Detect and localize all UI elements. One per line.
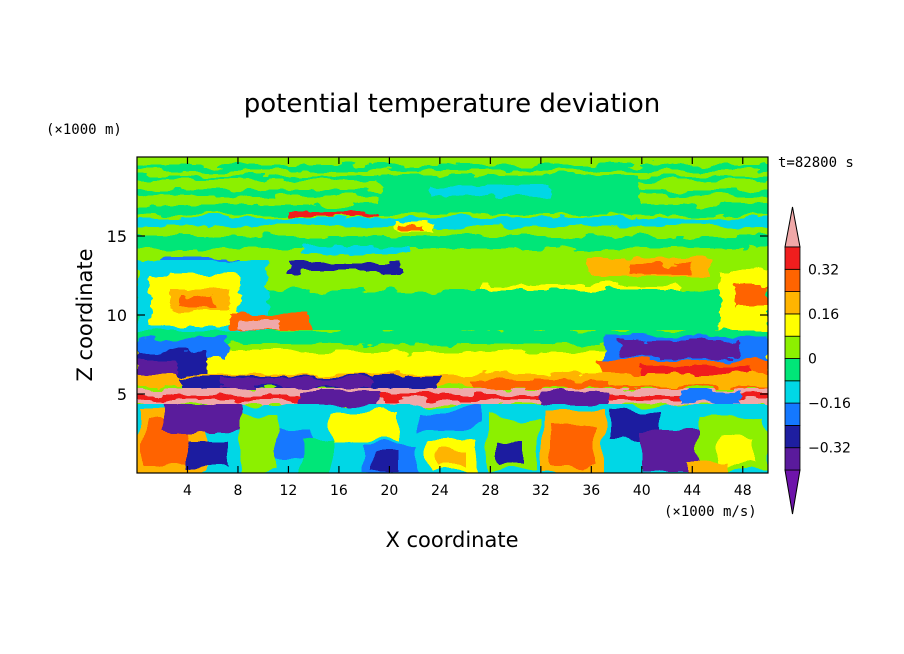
lower-eddies — [137, 404, 768, 473]
colorbar: 0.32 0.16 0 −0.16 −0.32 — [784, 206, 851, 515]
colorbar-label: 0.16 — [808, 307, 839, 323]
x-tick-label: 28 — [481, 483, 499, 499]
x-tick-label: 24 — [431, 483, 449, 499]
y-axis-label: Z coordinate — [73, 248, 97, 381]
x-tick-label: 40 — [633, 483, 651, 499]
y-tick-label: 10 — [107, 306, 127, 325]
y-unit-label: (×1000 m) — [46, 122, 122, 138]
colorbar-swatch — [784, 402, 801, 426]
y-tick-label: 15 — [107, 227, 127, 246]
x-tick-label: 4 — [183, 483, 192, 499]
colorbar-label: 0.32 — [808, 262, 839, 278]
x-axis-label: X coordinate — [385, 528, 518, 552]
x-unit-label: (×1000 m/s) — [664, 504, 757, 520]
colorbar-swatch — [784, 291, 801, 315]
colorbar-label: 0 — [808, 352, 817, 368]
time-label: t=82800 s — [778, 155, 854, 171]
x-tick-label: 36 — [582, 483, 600, 499]
colorbar-label: −0.32 — [808, 441, 851, 457]
colorbar-over-triangle — [784, 206, 801, 248]
contour-field — [137, 157, 768, 473]
colorbar-swatch — [784, 268, 801, 292]
colorbar-swatch — [784, 246, 801, 270]
mid-layers — [137, 260, 768, 390]
colorbar-swatch — [784, 447, 801, 471]
colorbar-swatch — [784, 313, 801, 337]
y-axis: 5 10 15 — [107, 227, 768, 404]
colorbar-label: −0.16 — [808, 396, 851, 412]
x-tick-label: 20 — [380, 483, 398, 499]
x-tick-label: 8 — [233, 483, 242, 499]
colorbar-under-triangle — [784, 469, 801, 515]
x-axis: 4 8 12 16 20 24 28 32 36 40 44 48 — [183, 157, 752, 499]
x-tick-label: 16 — [330, 483, 348, 499]
chart-title: potential temperature deviation — [244, 89, 660, 119]
colorbar-swatch — [784, 335, 801, 359]
x-tick-label: 48 — [734, 483, 752, 499]
colorbar-swatch — [784, 380, 801, 404]
colorbar-swatch — [784, 424, 801, 449]
x-tick-label: 44 — [683, 483, 701, 499]
colorbar-swatch — [784, 358, 801, 382]
x-tick-label: 32 — [532, 483, 550, 499]
y-tick-label: 5 — [117, 385, 127, 404]
x-tick-label: 12 — [280, 483, 298, 499]
